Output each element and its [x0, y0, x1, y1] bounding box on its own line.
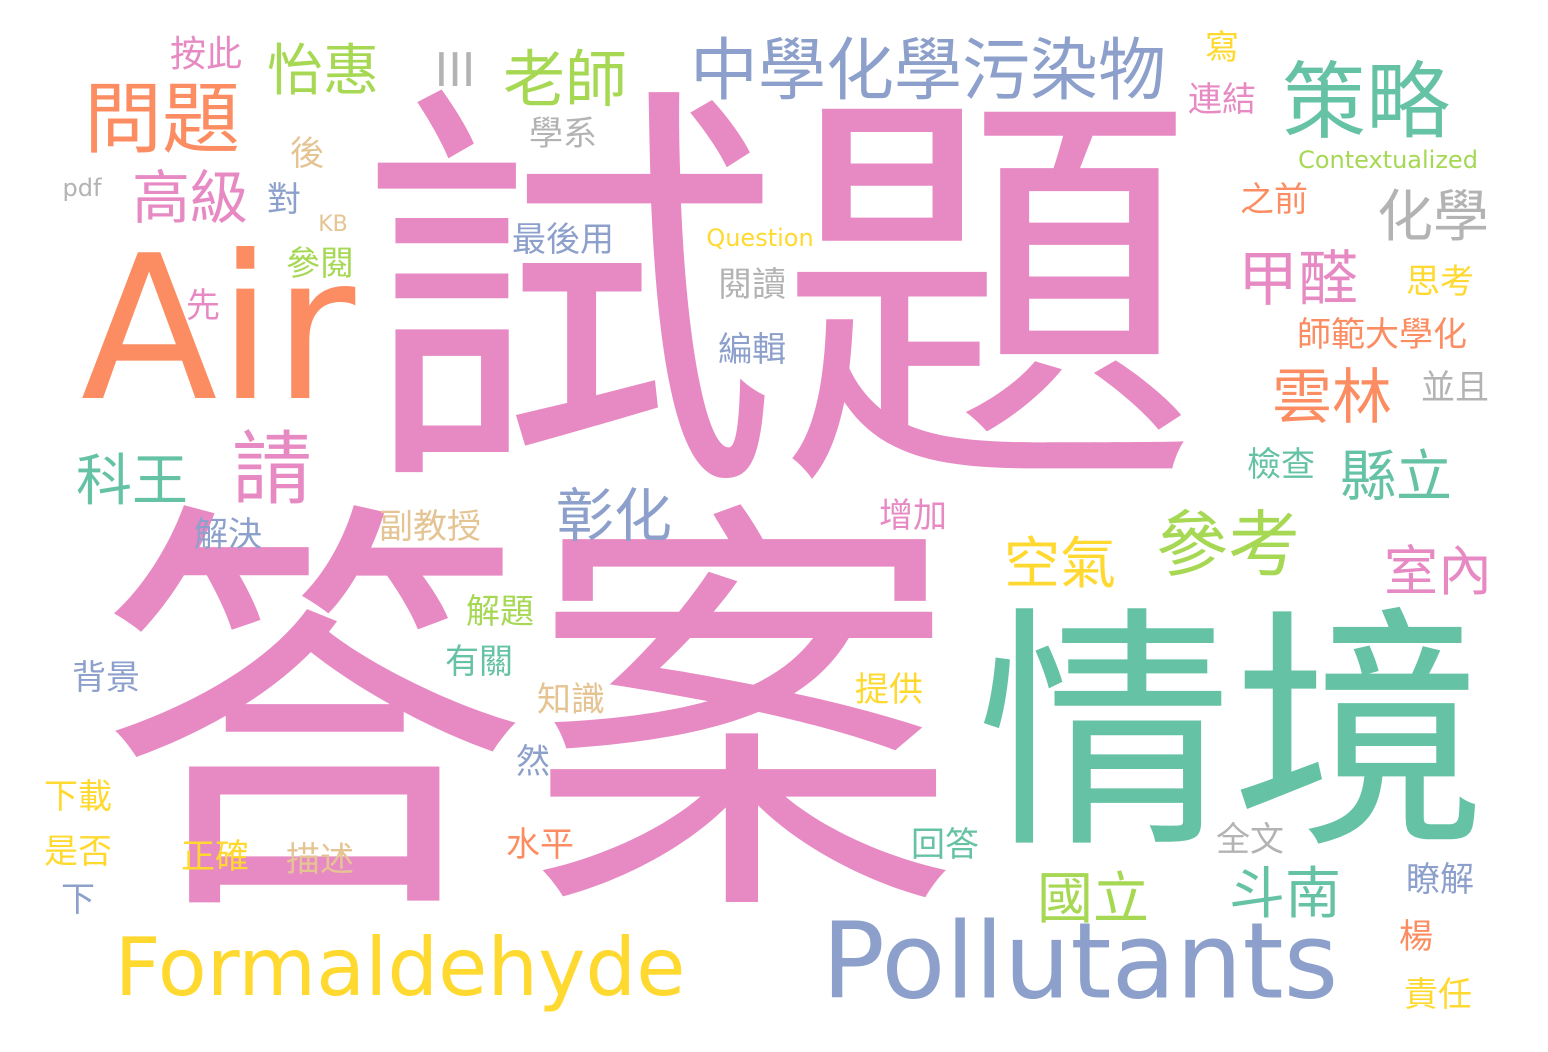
word-xia: 下 [61, 880, 95, 920]
word-lianjie: 連結 [1188, 80, 1256, 120]
word-huaxue: 化學 [1377, 185, 1489, 250]
word-zhengque: 正確 [181, 837, 249, 877]
word-jiancha: 檢查 [1247, 445, 1315, 485]
word-yihui: 怡惠 [267, 39, 379, 104]
word-wenti: 問題 [83, 75, 241, 165]
word-zengjia: 增加 [879, 496, 947, 536]
word-hou: 後 [290, 134, 324, 174]
word-quanwen: 全文 [1216, 820, 1284, 860]
word-canyue: 參閱 [286, 244, 354, 284]
word-shinei: 室內 [1384, 540, 1492, 603]
word-qingjing: 情境 [976, 586, 1488, 884]
word-youguan: 有關 [445, 642, 513, 682]
word-ran: 然 [516, 742, 550, 782]
word-anci: 按此 [169, 34, 243, 75]
word-liaojie: 瞭解 [1406, 860, 1474, 900]
word-dounan: 斗南 [1229, 862, 1341, 927]
word-guoli: 國立 [1037, 867, 1149, 932]
word-daan: 答案 [98, 470, 958, 970]
word-xiazai: 下載 [44, 777, 112, 817]
word-kongqi: 空氣 [1004, 532, 1116, 597]
word-shifan: 師範大學化 [1297, 315, 1467, 355]
word-jieti: 解題 [466, 592, 534, 632]
word-jiaquan: 甲醛 [1238, 245, 1358, 315]
word-xie: 寫 [1205, 28, 1239, 68]
word-miaoshu: 描述 [286, 840, 354, 880]
word-kb: KB [318, 212, 348, 237]
word-zhongxue: 中學化學污染物 [689, 32, 1167, 111]
word-xuexi: 學系 [529, 114, 597, 154]
word-bianji: 編輯 [718, 330, 786, 370]
word-cankao: 參考 [1155, 503, 1301, 587]
word-shiti: 試題 [358, 55, 1198, 544]
word-formaldehyde: Formaldehyde [114, 921, 686, 1014]
word-tigong: 提供 [855, 670, 923, 710]
word-xian: 先 [186, 286, 220, 326]
word-xianli: 縣立 [1340, 445, 1452, 510]
word-kewang: 科王 [76, 449, 188, 514]
word-laoshi: 老師 [502, 43, 628, 116]
word-shuiping: 水平 [506, 825, 574, 865]
word-dui: 對 [267, 180, 301, 220]
word-zeren: 責任 [1404, 975, 1472, 1015]
word-sikao: 思考 [1406, 262, 1474, 302]
word-pollutants: Pollutants [821, 900, 1339, 1023]
word-yang: 楊 [1399, 917, 1433, 957]
word-zhishi: 知識 [537, 680, 605, 720]
word-zuihouyong: 最後用 [512, 220, 614, 260]
word-qing: 請 [232, 423, 312, 516]
word-shifou: 是否 [44, 832, 112, 872]
word-gaoji: 高級 [131, 164, 249, 232]
word-zhanghua: 彰化 [555, 482, 673, 550]
word-beijing: 背景 [72, 658, 140, 698]
word-iii: III [434, 43, 476, 97]
word-jiejue: 解決 [194, 515, 262, 555]
word-question: Question [706, 224, 814, 252]
word-fujiaoshou: 副教授 [379, 507, 481, 547]
word-contextualized: Contextualized [1298, 146, 1478, 174]
word-yunlin: 雲林 [1272, 363, 1392, 433]
word-pdf: pdf [62, 174, 102, 202]
word-huida: 回答 [911, 825, 979, 865]
word-zhiqian: 之前 [1240, 180, 1308, 220]
word-air: Air [80, 213, 356, 446]
word-celue: 策略 [1281, 53, 1451, 151]
word-yuedu: 閱讀 [718, 265, 786, 305]
word-bingqie: 並且 [1421, 368, 1489, 408]
